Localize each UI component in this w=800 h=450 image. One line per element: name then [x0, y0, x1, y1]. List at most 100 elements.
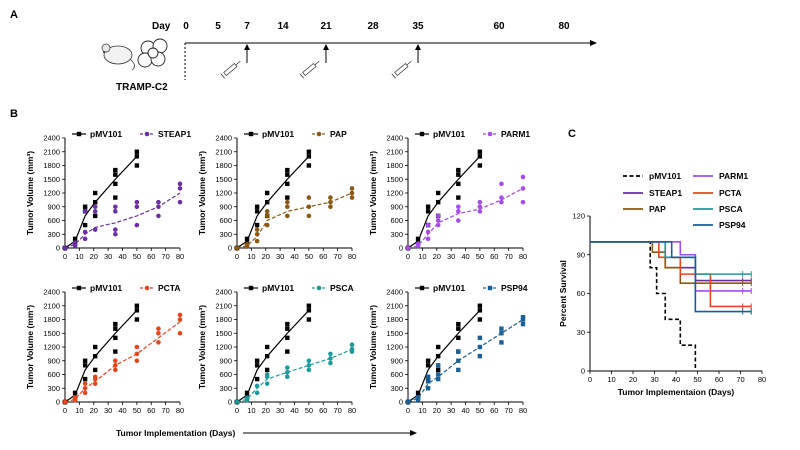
- growth-plot-steap1: 0 300 600 900 1200 1500 1800 2100 2400 0 10 20 30 40 5…: [25, 129, 191, 261]
- y-tick-label: 2400: [43, 288, 60, 297]
- syringe-barrel: [394, 62, 409, 77]
- data-point-steap1: [92, 204, 98, 210]
- data-point-pmv101: [254, 222, 260, 228]
- x-tick-label: 60: [490, 406, 498, 415]
- y-tick-label: 900: [390, 202, 403, 211]
- survival-curve-psp94: [590, 241, 752, 313]
- data-point-pmv101: [113, 321, 118, 327]
- x-tick-label: 30: [276, 252, 284, 261]
- data-point-parm1: [435, 222, 441, 228]
- x-tick-label: 20: [90, 406, 98, 415]
- data-point-pmv101: [285, 172, 290, 177]
- y-axis-title: Tumor Volume (mm³): [25, 151, 35, 235]
- data-point-parm1: [425, 222, 431, 228]
- y-tick-label: 1200: [43, 343, 60, 352]
- y-tick-label: 2400: [386, 134, 403, 143]
- legend-marker-pap: [316, 131, 322, 137]
- legend-label-pmv101: pMV101: [90, 283, 122, 293]
- series-line-steap1: [64, 192, 181, 249]
- y-tick-label: 2100: [43, 301, 60, 310]
- legend-label-pmv101: pMV101: [262, 283, 294, 293]
- data-point-psp94: [520, 321, 526, 327]
- tumor-line-label: TRAMP-C2: [116, 82, 168, 93]
- legend-marker-parm1: [487, 131, 493, 137]
- timeline-arrowhead: [590, 40, 597, 46]
- x-tick-label: 40: [118, 406, 126, 415]
- data-point-pcta: [92, 374, 98, 380]
- data-point-parm1: [477, 209, 483, 214]
- y-tick-label: 0: [56, 398, 60, 407]
- data-point-pcta: [92, 381, 98, 386]
- tumor-cells-icon: [137, 38, 168, 68]
- x-tick-label: 60: [319, 406, 327, 415]
- data-point-pcta: [72, 395, 78, 400]
- data-point-pmv101: [477, 149, 483, 154]
- data-point-pmv101: [82, 204, 88, 209]
- data-point-pap: [328, 204, 333, 210]
- timeline-day-5: 5: [215, 21, 221, 32]
- x-tick-label: 0: [235, 252, 239, 261]
- data-point-pap: [306, 195, 312, 200]
- data-point-pmv101: [415, 236, 421, 242]
- data-point-pmv101: [285, 167, 290, 173]
- data-point-pmv101: [306, 303, 312, 308]
- data-point-pcta: [113, 367, 118, 373]
- data-point-psca: [328, 351, 333, 357]
- data-point-steap1: [113, 204, 118, 210]
- legend-label-pap: PAP: [330, 129, 347, 139]
- data-point-pap: [244, 242, 250, 247]
- survival-x-tick-label: 40: [672, 375, 680, 384]
- timeline-day-14: 14: [277, 21, 289, 32]
- y-axis-title: Tumor Volume (mm³): [197, 305, 207, 389]
- data-point-pmv101: [425, 363, 431, 368]
- data-point-psca: [328, 360, 333, 366]
- y-axis-title: Tumor Volume (mm³): [197, 151, 207, 235]
- y-tick-label: 600: [47, 370, 60, 379]
- data-point-psca: [264, 381, 270, 386]
- data-point-pmv101: [435, 199, 441, 205]
- data-point-parm1: [425, 236, 431, 242]
- y-tick-label: 1500: [215, 175, 232, 184]
- data-point-psca: [234, 399, 240, 405]
- x-tick-label: 50: [133, 252, 141, 261]
- x-tick-label: 10: [247, 406, 255, 415]
- data-point-pmv101: [456, 167, 461, 173]
- data-point-pmv101: [264, 344, 270, 350]
- y-tick-label: 2400: [215, 288, 232, 297]
- data-point-pmv101: [306, 149, 312, 154]
- data-point-pmv101: [92, 190, 98, 196]
- x-tick-label: 20: [433, 406, 441, 415]
- series-line-pcta: [64, 321, 181, 403]
- data-point-pmv101: [254, 204, 260, 209]
- data-point-steap1: [113, 209, 118, 214]
- x-tick-label: 80: [176, 406, 184, 415]
- data-point-pmv101: [82, 376, 88, 382]
- x-tick-label: 10: [75, 252, 83, 261]
- survival-x-tick-label: 50: [693, 375, 701, 384]
- x-tick-label: 60: [147, 252, 155, 261]
- data-point-pmv101: [254, 358, 260, 363]
- data-point-psca: [349, 342, 355, 348]
- x-tick-label: 50: [133, 406, 141, 415]
- x-tick-label: 10: [418, 252, 426, 261]
- data-point-parm1: [520, 199, 526, 205]
- data-point-pap: [285, 204, 290, 210]
- x-tick-label: 70: [161, 406, 169, 415]
- y-tick-label: 0: [228, 244, 232, 253]
- timeline-day-28: 28: [367, 21, 379, 32]
- legend-label-pcta: PCTA: [158, 283, 181, 293]
- y-tick-label: 2400: [43, 134, 60, 143]
- legend-label-pmv101: pMV101: [262, 129, 294, 139]
- data-point-pap: [285, 199, 290, 205]
- y-tick-label: 300: [390, 384, 403, 393]
- syringe-plunger: [220, 73, 225, 79]
- survival-legend-label-steap1: STEAP1: [649, 188, 682, 198]
- series-line-pmv101: [236, 155, 310, 249]
- x-tick-label: 20: [433, 252, 441, 261]
- data-point-steap1: [113, 231, 118, 237]
- growth-plot-pcta: 0 300 600 900 1200 1500 1800 2100 2400 0 10 20 30 40 5…: [25, 283, 184, 415]
- y-axis-title: Tumor Volume (mm³): [368, 305, 378, 389]
- x-tick-label: 0: [406, 406, 410, 415]
